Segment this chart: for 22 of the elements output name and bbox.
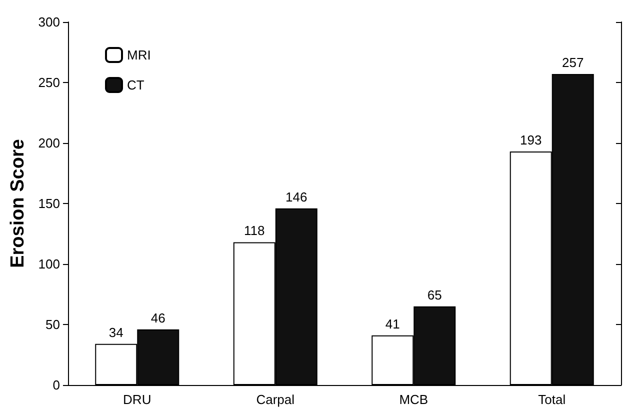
data-label: 65	[427, 287, 442, 302]
y-tick-label: 250	[38, 75, 60, 90]
y-axis-title: Erosion Score	[7, 139, 28, 268]
data-label: 193	[520, 132, 542, 148]
data-label: 41	[385, 316, 400, 332]
y-tick-label: 100	[38, 256, 60, 272]
y-tick-label: 300	[38, 14, 60, 30]
legend-label: CT	[127, 78, 144, 92]
data-label: 118	[244, 223, 265, 238]
data-label: 257	[562, 55, 584, 70]
data-label: 146	[286, 189, 308, 204]
y-tick-label: 200	[38, 136, 60, 150]
legend-label: MRI	[127, 48, 151, 62]
data-label: 46	[150, 310, 166, 326]
y-tick-label: 150	[38, 196, 60, 211]
y-tick-label: 50	[46, 317, 60, 332]
x-tick-label: DRU	[123, 392, 152, 407]
x-tick-label: Total	[538, 392, 566, 407]
x-tick-label: Carpal	[256, 392, 295, 407]
y-tick-label: 0	[52, 378, 60, 392]
data-label: 34	[108, 324, 124, 340]
x-tick-label: MCB	[399, 392, 428, 407]
